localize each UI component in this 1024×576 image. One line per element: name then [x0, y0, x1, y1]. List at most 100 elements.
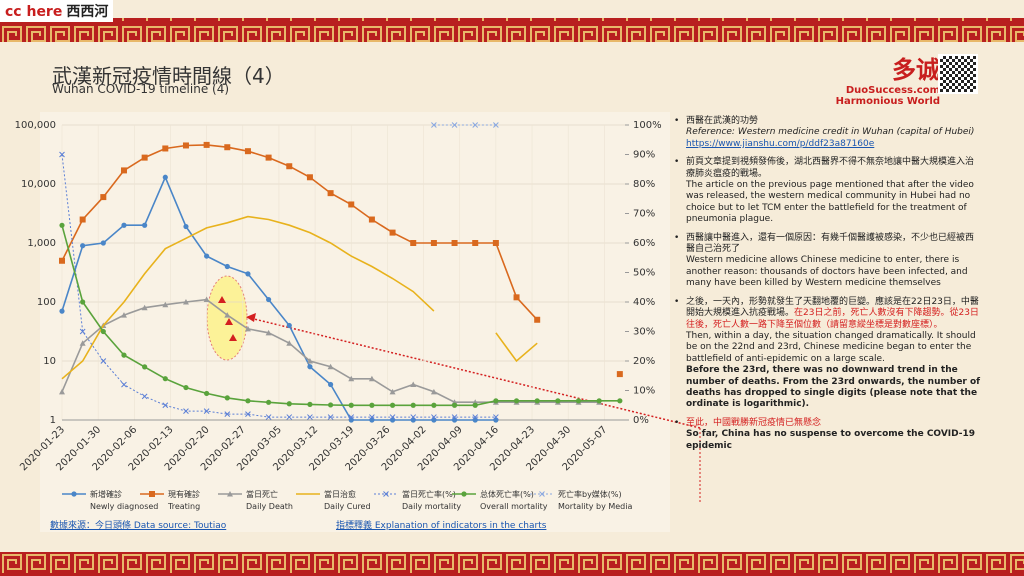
marker: [204, 253, 210, 259]
logo-site: DuoSuccess.com: [845, 85, 940, 96]
marker: [534, 398, 540, 404]
marker: [80, 299, 86, 305]
note: 之後，一天內，形勢就發生了天翻地覆的巨變。應該是在22日23日，中醫開始大規模進…: [672, 297, 982, 411]
explain-link[interactable]: 指標釋義 Explanation of indicators in the ch…: [336, 521, 547, 531]
marker: [141, 304, 148, 311]
note-en: Then, within a day, the situation change…: [686, 330, 976, 364]
top-border: [0, 18, 1024, 42]
logo-text: 多诚: [892, 55, 940, 84]
highlight-ellipse: [206, 275, 248, 361]
series: [59, 142, 623, 377]
marker: [472, 122, 479, 128]
legend-item: 現有確診 Treating: [140, 489, 200, 511]
legend-item: 當日治愈 Daily Cured: [296, 489, 371, 511]
logo: 多诚 DuoSuccess.com Harmonious World: [830, 50, 940, 107]
legend-marker: [383, 491, 389, 497]
marker: [224, 395, 230, 401]
marker: [369, 402, 375, 408]
note-zh: 前頁文章提到視頻發佈後，湖北西醫界不得不無奈地讓中醫大規模進入治療肺炎瘟疫的戰場…: [686, 157, 975, 179]
marker: [286, 414, 293, 420]
marker: [182, 299, 189, 305]
marker: [79, 216, 86, 223]
marker: [493, 398, 499, 404]
marker: [389, 388, 396, 395]
y2-tick-label: 40%: [633, 297, 655, 308]
note-zh: 之後，一天內，形勢就發生了天翻地覆的巨變。應該是在22日23日，中醫開始大規模進…: [686, 296, 979, 319]
note: 至此，中國戰勝新冠疫情已無懸念 So far, China has no sus…: [672, 418, 982, 452]
marker: [245, 271, 251, 277]
marker: [162, 145, 169, 152]
annotation-marker: [225, 318, 233, 325]
marker: [348, 375, 355, 382]
annotation-marker: [218, 296, 226, 303]
note-zh: 西醫在武漢的功勞: [686, 116, 759, 126]
note-zh-red: 在23日之前，死亡人數沒有下降趨勢。從23日往後，死亡人數一路下降至個位數（請留…: [686, 308, 979, 330]
marker: [513, 294, 520, 301]
marker: [120, 312, 127, 318]
marker: [224, 144, 231, 151]
legend-item: 新增確診 Newly diagnosed: [62, 489, 158, 511]
marker: [430, 388, 437, 395]
note: 西醫在武漢的功勞 Reference: Western medicine cre…: [672, 116, 982, 150]
marker: [162, 174, 168, 180]
note-en: Reference: Western medicine credit in Wu…: [686, 127, 975, 138]
y-tick-label: 10: [43, 356, 56, 367]
subtitle: Wuhan COVID-19 timeline (4): [52, 82, 230, 96]
marker: [203, 408, 210, 415]
marker: [368, 375, 375, 382]
marker: [286, 322, 292, 329]
marker: [59, 222, 65, 228]
marker: [555, 398, 561, 404]
marker: [472, 402, 478, 408]
marker: [451, 240, 458, 246]
marker: [100, 240, 106, 246]
legend-marker: [71, 491, 77, 497]
logo-tag: Harmonious World: [835, 96, 940, 107]
marker: [410, 240, 417, 246]
legend-label-en: Newly diagnosed: [90, 502, 158, 511]
note: 西醫讓中醫進入，還有一個原因：有幾千個醫護被感染，不少也已經被西醫自己治死了 W…: [672, 233, 982, 290]
legend-label: 新增確診: [90, 489, 122, 499]
marker: [224, 312, 231, 318]
marker: [472, 240, 479, 246]
marker: [141, 393, 148, 400]
marker: [224, 263, 230, 270]
legend-marker: [539, 491, 545, 497]
marker: [307, 364, 313, 370]
marker: [307, 401, 313, 407]
marker: [451, 414, 458, 420]
marker: [389, 402, 396, 408]
marker: [203, 141, 210, 148]
y2-tick-label: 20%: [633, 356, 655, 367]
legend-label: 當日治愈: [324, 489, 356, 499]
marker: [121, 222, 127, 228]
marker: [306, 174, 313, 181]
marker: [534, 316, 541, 323]
legend-marker: [227, 491, 233, 497]
series: [59, 222, 623, 408]
marker: [431, 414, 437, 420]
arrow-head: [246, 313, 256, 322]
marker: [182, 142, 189, 149]
y2-tick-label: 70%: [633, 209, 655, 220]
marker: [616, 371, 623, 378]
marker: [142, 364, 148, 370]
bottom-border: [0, 552, 1024, 576]
series: [61, 215, 538, 380]
marker: [141, 154, 148, 161]
y2-tick-label: 100%: [633, 120, 662, 131]
series-line: [61, 154, 496, 418]
marker: [162, 402, 169, 409]
note: 前頁文章提到視頻發佈後，湖北西醫界不得不無奈地讓中醫大規模進入治療肺炎瘟疫的戰場…: [672, 157, 982, 225]
legend-label-en: Daily Death: [246, 502, 293, 511]
marker: [617, 398, 623, 404]
note-link[interactable]: https://www.jianshu.com/p/ddf23a87160e: [686, 138, 875, 149]
annotation-arrow: [249, 317, 701, 429]
marker: [493, 414, 499, 420]
legend-label-en: Overall mortality: [480, 502, 548, 511]
marker: [224, 411, 231, 417]
legend-label: 总体死亡率(%): [480, 489, 534, 499]
marker: [265, 329, 272, 336]
marker: [348, 414, 355, 420]
series-line: [61, 215, 538, 380]
